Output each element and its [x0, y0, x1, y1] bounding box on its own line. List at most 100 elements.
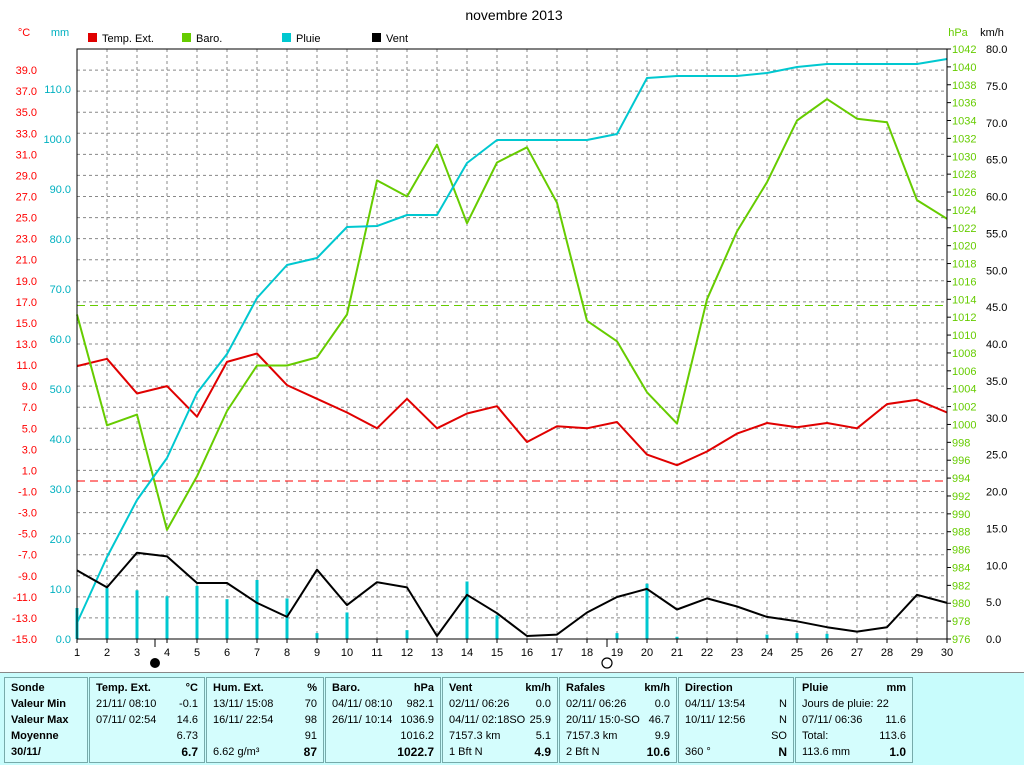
hum-absolute: 6.62 g/m³ [213, 746, 260, 758]
wind-tick-label: 75.0 [986, 81, 1007, 93]
x-tick-label: 22 [701, 647, 713, 659]
legend-swatch [182, 33, 191, 42]
rain-tick-label: 90.0 [50, 184, 71, 196]
baro-tick-label: 1026 [952, 187, 976, 199]
baro-tick-label: 1042 [952, 44, 976, 56]
x-tick-label: 29 [911, 647, 923, 659]
wind-tick-label: 65.0 [986, 155, 1007, 167]
gust-bar [315, 633, 319, 639]
x-tick-label: 24 [761, 647, 773, 659]
wind-tick-label: 55.0 [986, 228, 1007, 240]
rain-tick-label: 30.0 [50, 484, 71, 496]
row-label-min: Valeur Min [11, 698, 67, 710]
baro-tick-label: 1016 [952, 276, 976, 288]
new-moon-icon [601, 657, 613, 669]
baro-tick-label: 1020 [952, 241, 976, 253]
series-line-vent [76, 551, 948, 637]
gust-bar [345, 612, 349, 639]
wind-tick-label: 30.0 [986, 413, 1007, 425]
baro-max-date: 26/11/ 10:14 [332, 714, 393, 726]
gust-bar [645, 583, 649, 639]
hum-current: 87 [303, 745, 317, 759]
series-line-baro [76, 98, 948, 531]
baro-mean: 1016.2 [400, 730, 434, 742]
weather-chart: 39.037.035.033.031.029.027.025.023.021.0… [12, 7, 1007, 669]
temp-tick-label: 35.0 [16, 107, 37, 119]
rafales-unit: km/h [644, 682, 670, 694]
pluie-total: 113.6 [879, 730, 906, 742]
wind-tick-label: 45.0 [986, 302, 1007, 314]
rain-tick-label: 110.0 [44, 84, 71, 96]
temp-tick-label: 19.0 [16, 276, 37, 288]
vent-cell: Vent km/h 02/11/ 06:26 0.0 04/11/ 02:18SO 2… [442, 677, 558, 763]
gust-bar [225, 599, 229, 639]
hum-header: Hum. Ext. [213, 682, 264, 694]
legend-label: Pluie [296, 33, 320, 45]
temp-tick-label: 5.0 [22, 423, 37, 435]
temp-tick-label: -1.0 [18, 487, 37, 499]
hum-max-value: 98 [304, 714, 317, 726]
baro-unit-label: hPa [948, 27, 968, 39]
temp-tick-label: 9.0 [22, 381, 37, 393]
hum-mean: 91 [304, 730, 317, 742]
gust-bar [825, 633, 829, 639]
baro-header: Baro. [332, 682, 361, 694]
pluie-max-date: 07/11/ 06:36 [802, 714, 863, 726]
legend-label: Baro. [196, 33, 222, 45]
temp-mean: 6.73 [176, 730, 198, 742]
rain-tick-label: 50.0 [50, 384, 71, 396]
baro-tick-label: 1002 [952, 402, 976, 414]
x-tick-label: 12 [401, 647, 413, 659]
gust-bar [495, 615, 499, 639]
x-tick-label: 14 [461, 647, 473, 659]
temp-tick-label: -15.0 [12, 634, 37, 646]
direction-current: N [778, 745, 787, 759]
rain-tick-label: 20.0 [50, 534, 71, 546]
vent-unit: km/h [525, 682, 551, 694]
gust-bar [765, 634, 769, 639]
pluie-total-label: Total: [802, 730, 829, 742]
legend-label: Vent [386, 33, 408, 45]
x-tick-label: 6 [224, 647, 230, 659]
direction-min-value: N [779, 698, 787, 710]
gust-bar [285, 598, 289, 639]
temp-tick-label: -9.0 [18, 571, 37, 583]
direction-max-value: N [779, 714, 787, 726]
vent-max-date: 04/11/ 02:18SO [449, 714, 526, 726]
temp-min-value: -0.1 [179, 698, 198, 710]
baro-tick-label: 992 [952, 491, 970, 503]
baro-tick-label: 1036 [952, 98, 976, 110]
rafales-current: 10.6 [646, 745, 670, 759]
pluie-cell: Pluie mm Jours de pluie: 22 07/11/ 06:36 1… [795, 677, 913, 763]
sonde-cell: Sonde Valeur Min Valeur Max Moyenne 30/1… [4, 677, 88, 763]
rafales-beaufort: 2 Bft N [566, 746, 600, 758]
temp-tick-label: -5.0 [18, 529, 37, 541]
wind-tick-label: 50.0 [986, 265, 1007, 277]
reference-lines [77, 305, 947, 482]
pluie-max-value: 11.6 [885, 714, 906, 726]
temp-tick-label: 1.0 [22, 465, 37, 477]
x-tick-label: 21 [671, 647, 683, 659]
hum-max-date: 16/11/ 22:54 [213, 714, 274, 726]
sonde-header: Sonde [11, 682, 45, 694]
x-tick-label: 18 [581, 647, 593, 659]
wind-tick-label: 25.0 [986, 450, 1007, 462]
temp-unit-label: °C [18, 27, 30, 39]
baro-tick-label: 1010 [952, 330, 976, 342]
vent-min-date: 02/11/ 06:26 [449, 698, 510, 710]
chart-grid [76, 49, 948, 640]
series-line-temp-ext [76, 352, 948, 467]
full-moon-icon [150, 658, 160, 668]
pluie-month-total: 113.6 mm [802, 746, 851, 758]
temp-tick-label: 17.0 [16, 297, 37, 309]
axes: 39.037.035.033.031.029.027.025.023.021.0… [12, 27, 1007, 669]
baro-tick-label: 996 [952, 455, 970, 467]
wind-tick-label: 60.0 [986, 192, 1007, 204]
baro-tick-label: 984 [952, 562, 970, 574]
pluie-rain-days: Jours de pluie: 22 [802, 698, 889, 710]
temp-tick-label: 23.0 [16, 234, 37, 246]
temp-current: 6.7 [181, 745, 198, 759]
gust-bar [135, 590, 139, 639]
baro-tick-label: 982 [952, 580, 970, 592]
baro-tick-label: 990 [952, 509, 970, 521]
